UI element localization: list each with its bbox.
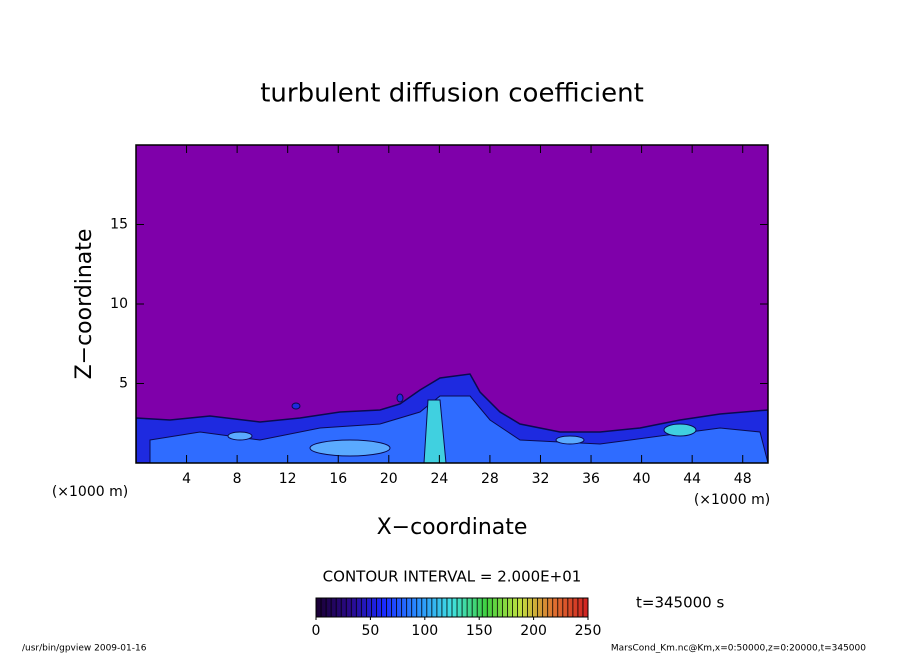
x-tick-label: 32 <box>532 471 550 487</box>
chart-title: turbulent diffusion coefficient <box>260 79 644 109</box>
colorbar-tick-label: 150 <box>466 623 493 639</box>
x-tick-label: 48 <box>734 471 752 487</box>
x-tick-label: 28 <box>481 471 499 487</box>
y-tick-label: 5 <box>119 376 128 392</box>
x-axis-label: X−coordinate <box>377 515 528 540</box>
x-tick-label: 20 <box>380 471 398 487</box>
footer-right: MarsCond_Km.nc@Km,x=0:50000,z=0:20000,t=… <box>611 644 866 654</box>
x-tick-label: 4 <box>182 471 191 487</box>
x-unit: (×1000 m) <box>694 492 770 508</box>
x-tick-label: 44 <box>683 471 701 487</box>
contour-field <box>136 145 768 463</box>
x-tick-label: 8 <box>233 471 242 487</box>
time-label: t=345000 s <box>636 594 724 612</box>
x-tick-label: 40 <box>633 471 651 487</box>
contour-interval: CONTOUR INTERVAL = 2.000E+01 <box>323 568 582 586</box>
colorbar-tick-label: 50 <box>361 623 379 639</box>
x-tick-label: 24 <box>430 471 448 487</box>
colorbar-tick-label: 0 <box>312 623 321 639</box>
footer-left: /usr/bin/gpview 2009-01-16 <box>22 644 147 654</box>
colorbar-tick-label: 100 <box>411 623 438 639</box>
colorbar: 0 50 100 150 200 250 <box>312 597 602 639</box>
colorbar-tick-label: 250 <box>575 623 602 639</box>
colorbar-tick-label: 200 <box>520 623 547 639</box>
x-tick-label: 16 <box>329 471 347 487</box>
x-tick-label: 12 <box>279 471 297 487</box>
x-tick-label: 36 <box>582 471 600 487</box>
y-unit: (×1000 m) <box>52 484 128 500</box>
y-tick-label: 15 <box>110 217 128 233</box>
y-tick-label: 10 <box>110 296 128 312</box>
y-axis-label: Z−coordinate <box>72 229 97 380</box>
